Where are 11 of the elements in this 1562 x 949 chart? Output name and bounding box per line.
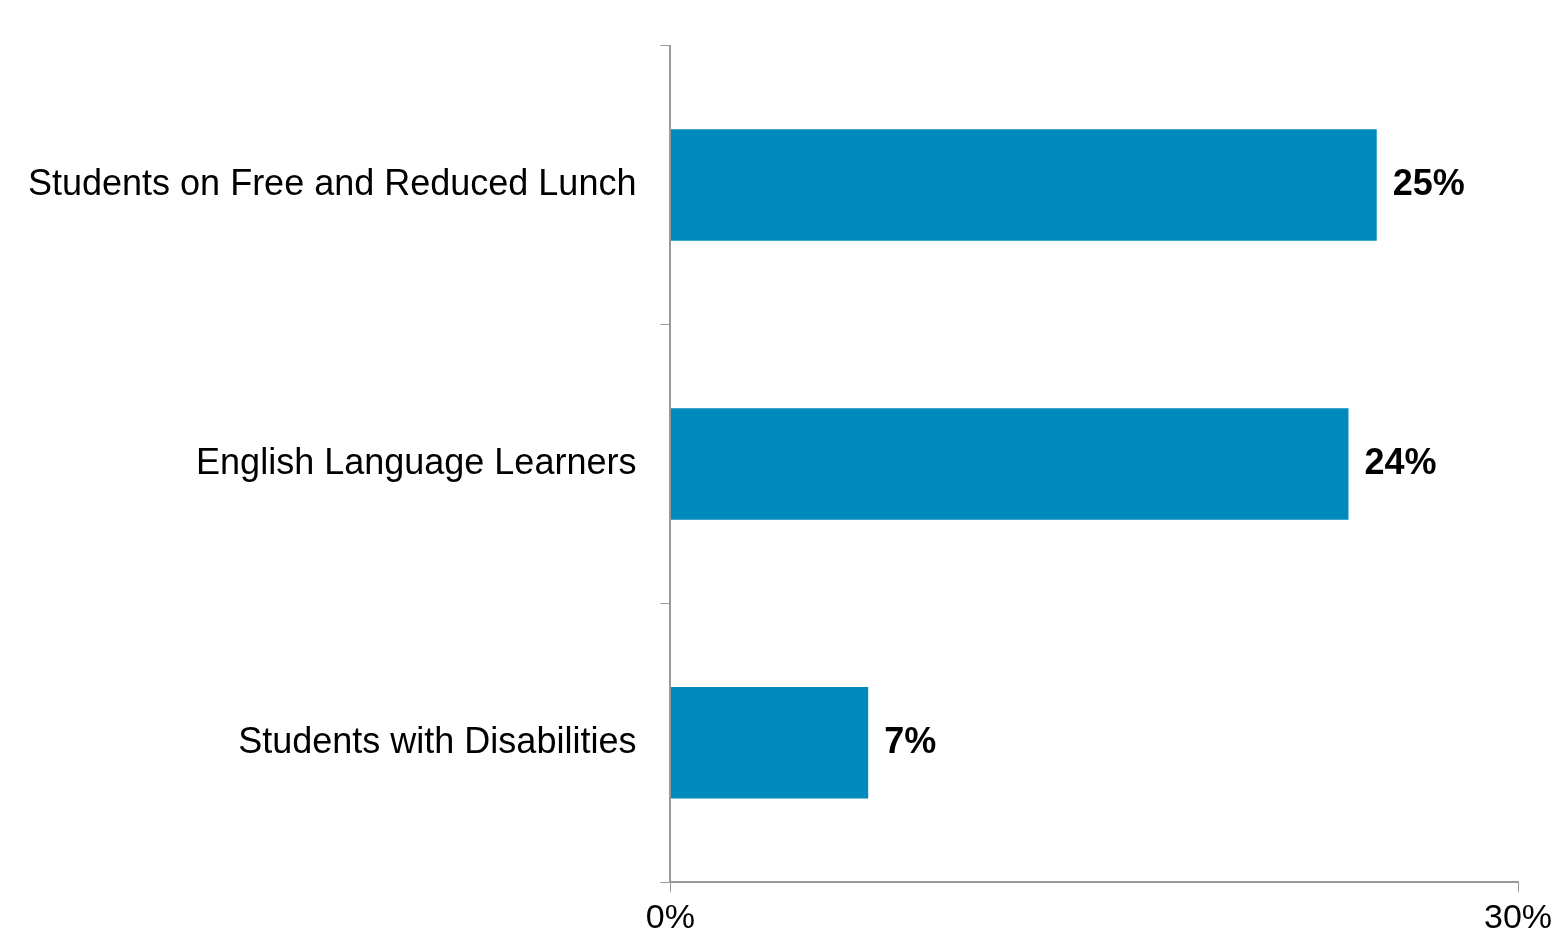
x-tick-label: 30% [1483, 896, 1553, 935]
data-label: 7% [884, 719, 937, 761]
y-tick-label: Students with Disabilities [238, 719, 637, 761]
x-tick-label: 0% [645, 896, 695, 935]
data-label: 24% [1364, 440, 1437, 482]
data-label: 25% [1392, 161, 1465, 203]
bar [670, 129, 1377, 241]
bar [670, 686, 869, 799]
y-tick-label: Students on Free and Reduced Lunch [27, 161, 637, 203]
y-tick-label: English Language Learners [196, 440, 637, 482]
bar [670, 408, 1349, 520]
